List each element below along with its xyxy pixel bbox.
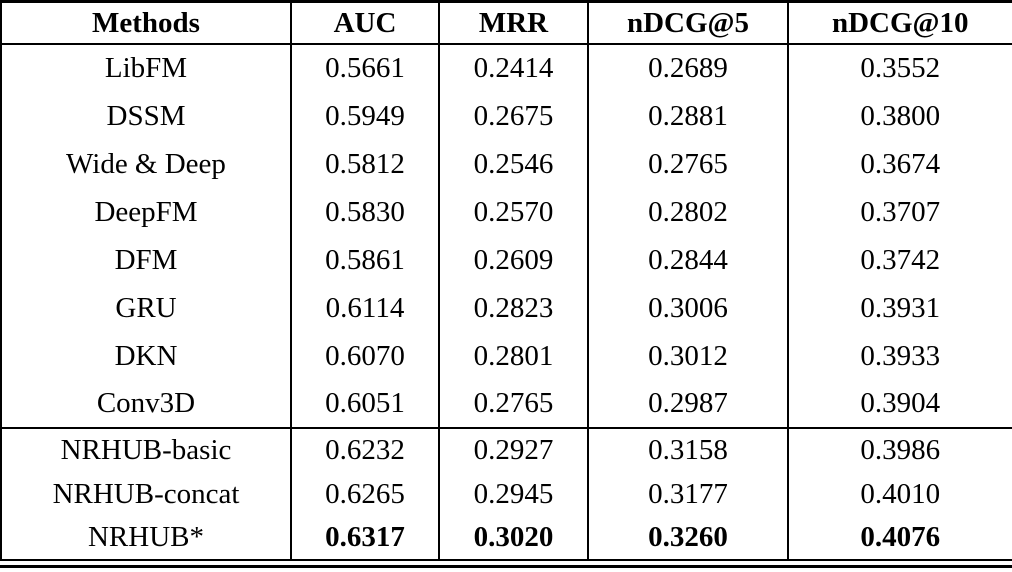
column-header-methods: Methods <box>1 1 291 45</box>
value-cell: 0.2823 <box>438 284 588 332</box>
value-cell: 0.3260 <box>587 516 788 560</box>
value-cell: 0.3012 <box>587 332 788 380</box>
table-row: Conv3D 0.6051 0.2765 0.2987 0.3904 <box>1 380 1012 428</box>
value-cell: 0.2987 <box>587 380 788 428</box>
table-row: NRHUB-concat 0.6265 0.2945 0.3177 0.4010 <box>1 472 1012 516</box>
value-cell: 0.6317 <box>290 516 439 560</box>
value-cell: 0.5812 <box>290 140 439 188</box>
value-cell: 0.4076 <box>787 516 1012 560</box>
value-cell: 0.2765 <box>438 380 588 428</box>
value-cell: 0.5830 <box>290 188 439 236</box>
method-cell: NRHUB* <box>87 521 204 553</box>
value-cell: 0.2675 <box>438 92 588 140</box>
table-row: LibFM 0.5661 0.2414 0.2689 0.3552 <box>1 44 1012 92</box>
value-cell: 0.2945 <box>438 472 588 516</box>
method-cell: NRHUB-concat <box>52 477 240 510</box>
value-cell: 0.3986 <box>787 427 1012 472</box>
value-cell: 0.3904 <box>787 380 1012 428</box>
column-header-ndcg10: nDCG@10 <box>787 1 1012 45</box>
table-row: NRHUB-basic 0.6232 0.2927 0.3158 0.3986 <box>1 427 1012 472</box>
value-cell: 0.5861 <box>290 236 439 284</box>
method-cell: GRU <box>115 291 177 324</box>
table-row: GRU 0.6114 0.2823 0.3006 0.3931 <box>1 284 1012 332</box>
method-cell: LibFM <box>104 52 188 84</box>
value-cell: 0.6114 <box>290 284 439 332</box>
value-cell: 0.2844 <box>587 236 788 284</box>
method-cell: NRHUB-basic <box>1 427 291 472</box>
table-body: LibFM 0.5661 0.2414 0.2689 0.3552 DSSM 0.5949 0… <box>1 44 1012 560</box>
value-cell: 0.3800 <box>787 92 1012 140</box>
value-cell: 0.6232 <box>290 427 439 472</box>
column-header-auc: AUC <box>290 1 439 45</box>
value-cell: 0.3707 <box>787 188 1012 236</box>
value-cell: 0.3158 <box>587 427 788 472</box>
value-cell: 0.3742 <box>787 236 1012 284</box>
table-row: DSSM 0.5949 0.2675 0.2881 0.3800 <box>1 92 1012 140</box>
value-cell: 0.2881 <box>587 92 788 140</box>
method-cell: DeepFM <box>94 195 198 228</box>
value-cell: 0.3552 <box>787 44 1012 92</box>
value-cell: 0.3674 <box>787 140 1012 188</box>
value-cell: 0.2609 <box>438 236 588 284</box>
value-cell: 0.5661 <box>290 44 439 92</box>
value-cell: 0.5949 <box>290 92 439 140</box>
method-cell: DKN <box>114 339 178 372</box>
value-cell: 0.2927 <box>438 427 588 472</box>
value-cell: 0.3177 <box>587 472 788 516</box>
value-cell: 0.6070 <box>290 332 439 380</box>
value-cell: 0.3931 <box>787 284 1012 332</box>
header-row: Methods AUC MRR nDCG@5 nDCG@10 <box>1 1 1012 45</box>
table-row: NRHUB* 0.6317 0.3020 0.3260 0.4076 <box>1 516 1012 560</box>
method-cell: Conv3D <box>96 387 196 419</box>
value-cell: 0.6265 <box>290 472 439 516</box>
value-cell: 0.2414 <box>438 44 588 92</box>
value-cell: 0.3933 <box>787 332 1012 380</box>
method-cell: Wide & Deep <box>66 147 226 180</box>
table-row: DKN 0.6070 0.2801 0.3012 0.3933 <box>1 332 1012 380</box>
table-row: DFM 0.5861 0.2609 0.2844 0.3742 <box>1 236 1012 284</box>
value-cell: 0.2802 <box>587 188 788 236</box>
method-cell: DSSM <box>106 99 186 132</box>
value-cell: 0.2689 <box>587 44 788 92</box>
value-cell: 0.2801 <box>438 332 588 380</box>
table-row: DeepFM 0.5830 0.2570 0.2802 0.3707 <box>1 188 1012 236</box>
value-cell: 0.2570 <box>438 188 588 236</box>
value-cell: 0.2765 <box>587 140 788 188</box>
value-cell: 0.4010 <box>787 472 1012 516</box>
value-cell: 0.6051 <box>290 380 439 428</box>
column-header-mrr: MRR <box>438 1 588 45</box>
value-cell: 0.3006 <box>587 284 788 332</box>
column-header-ndcg5: nDCG@5 <box>587 1 788 45</box>
table-row: Wide & Deep 0.5812 0.2546 0.2765 0.3674 <box>1 140 1012 188</box>
method-cell: DFM <box>114 243 178 276</box>
value-cell: 0.3020 <box>438 516 588 560</box>
value-cell: 0.2546 <box>438 140 588 188</box>
